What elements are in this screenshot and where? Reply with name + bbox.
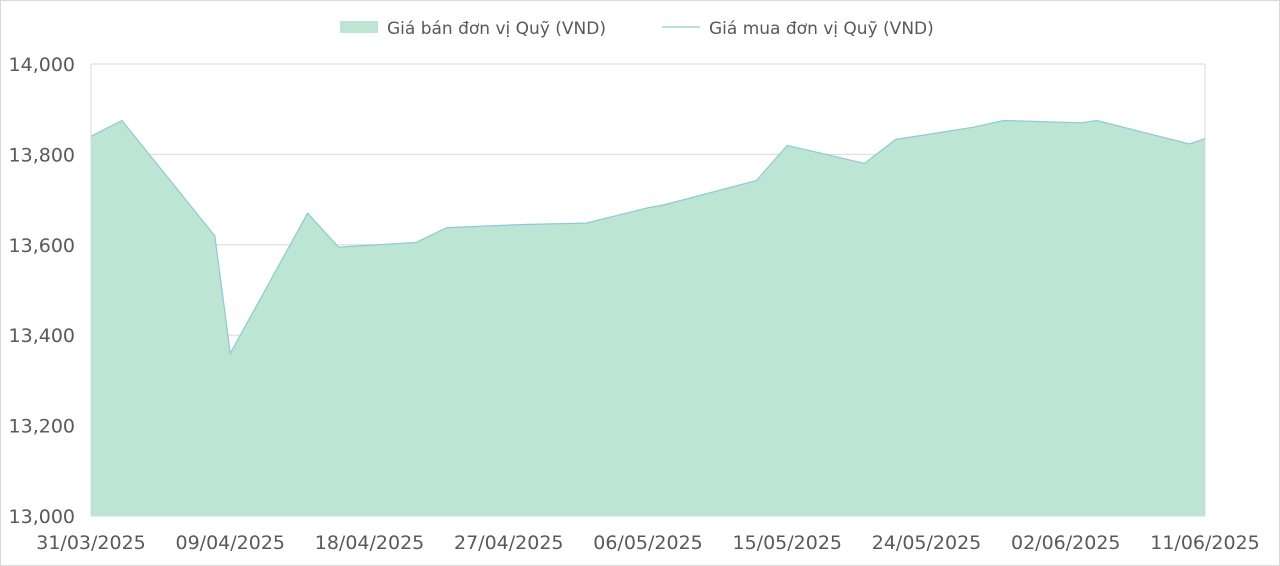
x-tick-label: 11/06/2025: [1150, 532, 1260, 554]
x-tick-label: 15/05/2025: [732, 532, 842, 554]
series-area-sell-price: [91, 120, 1205, 516]
x-tick-label: 06/05/2025: [593, 532, 703, 554]
series-layer: [91, 119, 1205, 516]
y-tick-label: 14,000: [9, 54, 75, 76]
legend-label-buy-price: Giá mua đơn vị Quỹ (VND): [709, 19, 934, 39]
x-axis: 31/03/2025 09/04/2025 18/04/2025 27/04/2025…: [36, 532, 1260, 554]
legend-label-sell-price: Giá bán đơn vị Quỹ (VND): [387, 19, 606, 39]
x-tick-label: 24/05/2025: [872, 532, 982, 554]
y-tick-label: 13,000: [9, 506, 75, 528]
x-tick-label: 27/04/2025: [454, 532, 564, 554]
x-tick-label: 09/04/2025: [175, 532, 285, 554]
y-axis: 13,000 13,200 13,400 13,600 13,800 14,000: [9, 54, 75, 528]
series-line-buy-price: [91, 119, 1205, 356]
x-tick-label: 18/04/2025: [315, 532, 425, 554]
y-tick-label: 13,600: [9, 235, 75, 257]
y-tick-label: 13,400: [9, 325, 75, 347]
x-tick-label: 02/06/2025: [1011, 532, 1121, 554]
legend: Giá bán đơn vị Quỹ (VND) Giá mua đơn vị Q…: [340, 19, 934, 39]
legend-swatch-sell-price: [340, 21, 378, 33]
y-tick-label: 13,800: [9, 144, 75, 166]
y-tick-label: 13,200: [9, 416, 75, 438]
x-tick-label: 31/03/2025: [36, 532, 146, 554]
